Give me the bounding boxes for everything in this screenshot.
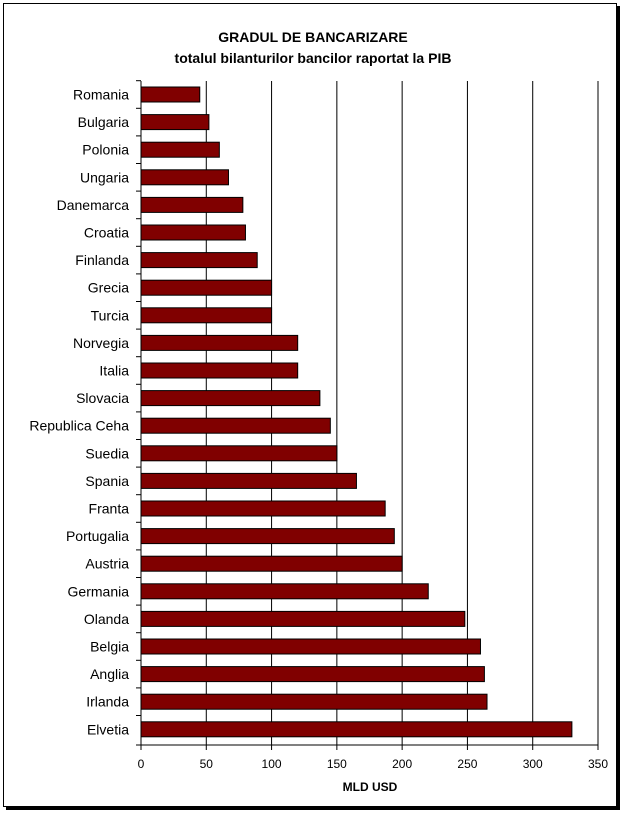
- x-tick-label-300: 300: [523, 757, 543, 771]
- bar-polonia: [140, 141, 220, 158]
- category-label: Olanda: [84, 611, 129, 627]
- bar-turcia: [140, 307, 273, 324]
- bar-olanda: [140, 610, 466, 627]
- bar-danemarca: [140, 196, 244, 213]
- chart-subtitle: totalul bilanturilor bancilor raportat l…: [174, 50, 452, 66]
- bars: [140, 86, 573, 738]
- bar-finlanda: [140, 252, 258, 269]
- bar-slovacia: [140, 390, 321, 407]
- category-label: Elvetia: [87, 721, 129, 737]
- category-label: Turcia: [91, 307, 130, 323]
- category-label: Belgia: [90, 639, 129, 655]
- bar-anglia: [140, 666, 485, 683]
- category-label: Croatia: [84, 225, 129, 241]
- category-label: Slovacia: [76, 390, 129, 406]
- bar-italia: [140, 362, 299, 379]
- category-label: Anglia: [90, 666, 129, 682]
- x-axis-title: MLD USD: [343, 780, 398, 794]
- category-label: Irlanda: [86, 694, 129, 710]
- bar-irlanda: [140, 693, 488, 710]
- x-tick-label-250: 250: [457, 757, 477, 771]
- bar-franta: [140, 500, 386, 517]
- labels: 0 50 100 150 200 250 300 350 Romania Bulgaria Polo…: [29, 87, 608, 772]
- category-label: Danemarca: [57, 197, 130, 213]
- bar-elvetia: [140, 721, 573, 738]
- bar-norvegia: [140, 334, 299, 351]
- bar-republica-ceha: [140, 417, 331, 434]
- bar-ungaria: [140, 169, 229, 186]
- bar-austria: [140, 555, 403, 572]
- category-label: Norvegia: [73, 335, 129, 351]
- bar-spania: [140, 472, 357, 489]
- category-label: Austria: [85, 556, 129, 572]
- bar-portugalia: [140, 528, 395, 545]
- category-label: Romania: [73, 87, 129, 103]
- bar-bulgaria: [140, 114, 210, 131]
- x-tick-label-150: 150: [327, 757, 347, 771]
- category-label: Italia: [99, 363, 129, 379]
- axes: [136, 80, 599, 750]
- x-tick-label-200: 200: [392, 757, 412, 771]
- x-tick-label-50: 50: [200, 757, 214, 771]
- category-label: Germania: [68, 583, 130, 599]
- category-label: Spania: [85, 473, 129, 489]
- gridlines: [205, 81, 599, 745]
- category-label: Finlanda: [75, 252, 129, 268]
- x-tick-label-350: 350: [588, 757, 608, 771]
- bar-suedia: [140, 445, 338, 462]
- category-label: Suedia: [85, 445, 129, 461]
- x-tick-label-0: 0: [138, 757, 145, 771]
- category-label: Ungaria: [80, 169, 129, 185]
- bar-germania: [140, 583, 429, 600]
- category-label: Bulgaria: [78, 114, 130, 130]
- bar-croatia: [140, 224, 246, 241]
- category-label: Republica Ceha: [29, 418, 129, 434]
- bar-grecia: [140, 279, 273, 296]
- bar-romania: [140, 86, 201, 103]
- chart-title: GRADUL DE BANCARIZARE: [218, 29, 408, 45]
- category-label: Portugalia: [66, 528, 129, 544]
- category-label: Polonia: [82, 142, 129, 158]
- category-label: Grecia: [88, 280, 129, 296]
- bar-belgia: [140, 638, 481, 655]
- x-tick-label-100: 100: [262, 757, 282, 771]
- category-label: Franta: [89, 501, 130, 517]
